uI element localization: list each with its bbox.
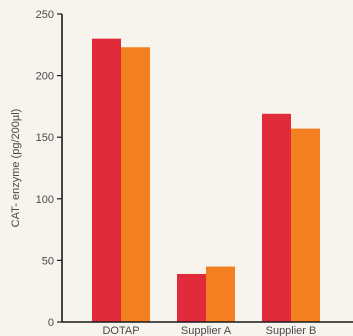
y-tick-label-100: 100 [36, 194, 54, 206]
x-category-label-supplier-b: Supplier B [266, 325, 317, 336]
y-tick-label-0: 0 [48, 317, 54, 329]
x-category-label-supplier-a: Supplier A [181, 325, 232, 336]
y-ticks-layer: 0 50 100 150 200 250 [36, 9, 62, 329]
bar-supplier-a-series-1 [177, 273, 206, 322]
bar-supplier-b-series-2 [291, 128, 320, 322]
bar-dotap-series-2 [121, 47, 150, 322]
x-labels-layer: DOTAP Supplier A Supplier B [102, 325, 316, 336]
y-tick-label-150: 150 [36, 132, 54, 144]
bar-dotap-series-1 [92, 38, 121, 322]
y-tick-label-250: 250 [36, 9, 54, 21]
x-category-label-dotap: DOTAP [102, 325, 139, 336]
bars-layer [92, 38, 320, 322]
bar-supplier-a-series-2 [206, 266, 235, 322]
bar-supplier-b-series-1 [262, 113, 291, 322]
y-axis-title: CAT- enzyme (pg/200µl) [10, 109, 22, 228]
y-tick-label-50: 50 [42, 255, 54, 267]
y-tick-label-200: 200 [36, 71, 54, 83]
